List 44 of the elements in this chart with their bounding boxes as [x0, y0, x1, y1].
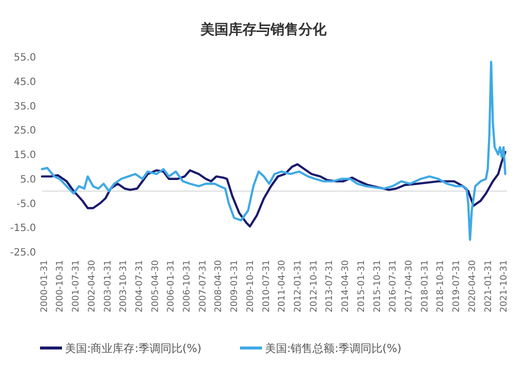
chart-title: 美国库存与销售分化	[200, 21, 328, 38]
y-tick-label: 55.0	[14, 52, 36, 64]
x-tick-label: 2001-07-31	[72, 260, 82, 312]
x-tick-label: 2016-07-31	[388, 260, 399, 312]
y-tick-label: -5.0	[16, 198, 36, 210]
x-tick-label: 2011-04-30	[278, 260, 288, 312]
x-tick-label: 2005-04-30	[150, 260, 161, 312]
y-tick-label: 15.0	[14, 150, 36, 161]
y-tick-label: 5.0	[20, 174, 36, 186]
x-tick-label: 2006-01-31	[166, 260, 177, 312]
x-tick-label: 2017-04-30	[404, 260, 414, 312]
x-tick-label: 2007-07-31	[198, 260, 208, 312]
x-tick-label: 2021-01-31	[484, 260, 494, 312]
x-tick-label: 2018-01-31	[420, 260, 430, 312]
x-tick-label: 2018-10-31	[436, 260, 446, 312]
x-tick-label: 2014-04-30	[340, 260, 351, 312]
x-tick-label: 2015-10-31	[372, 260, 383, 312]
y-tick-label: 25.0	[14, 126, 36, 137]
x-tick-label: 2008-04-30	[214, 260, 224, 312]
y-tick-label: -15.0	[10, 223, 36, 234]
legend-label: 美国:商业库存:季调同比(%)	[65, 342, 202, 355]
x-tick-label: 2002-04-30	[87, 260, 98, 312]
x-tick-label: 2020-04-30	[468, 260, 478, 312]
x-tick-label: 2003-10-31	[119, 260, 130, 312]
line-series	[40, 60, 506, 241]
line-series	[40, 150, 506, 228]
x-tick-label: 2009-10-31	[246, 260, 256, 312]
x-tick-label: 2000-10-31	[56, 260, 66, 312]
x-tick-label: 2006-10-31	[182, 260, 193, 312]
legend-label: 美国:销售总额:季调同比(%)	[265, 342, 402, 355]
x-tick-label: 2000-01-31	[40, 260, 50, 312]
x-tick-label: 2003-01-31	[103, 260, 114, 312]
x-tick-label: 2019-07-31	[452, 260, 462, 312]
x-tick-label: 2015-01-31	[356, 260, 367, 312]
y-tick-label: 35.0	[14, 101, 36, 112]
x-tick-label: 2012-01-31	[294, 260, 304, 312]
x-tick-label: 2009-01-31	[230, 260, 240, 312]
x-tick-label: 2004-07-31	[134, 260, 145, 312]
x-tick-label: 2010-07-31	[262, 260, 272, 312]
y-tick-label: -25.0	[10, 248, 36, 258]
x-tick-label: 2021-10-31	[500, 260, 510, 312]
x-tick-label: 2012-10-31	[309, 260, 320, 312]
x-tick-label: 2013-07-31	[325, 260, 336, 312]
y-tick-label: 45.0	[14, 76, 36, 88]
